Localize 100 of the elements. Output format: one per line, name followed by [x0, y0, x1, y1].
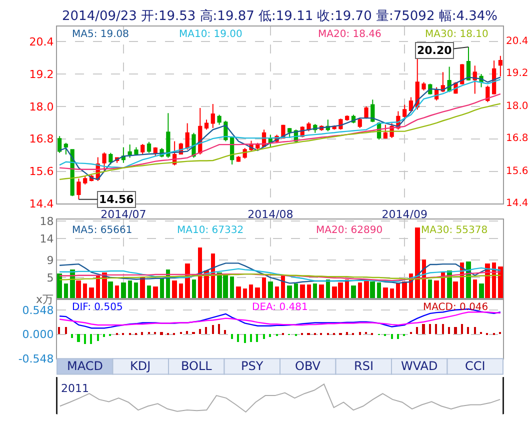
bar	[84, 334, 86, 344]
y-tick-label: 0.548	[22, 304, 54, 317]
candlestick	[217, 114, 222, 126]
bar	[415, 227, 420, 300]
y2-tick-label: 20.4	[506, 36, 528, 47]
y2-tick-label: 18.0	[506, 101, 528, 112]
annotation: 20.20	[417, 44, 452, 57]
y-tick-label: 14	[40, 232, 54, 246]
annotation: 14.56	[99, 193, 134, 206]
bar	[103, 334, 105, 338]
bar	[71, 334, 73, 338]
candlestick	[134, 146, 138, 156]
bar	[160, 278, 164, 300]
bar	[473, 279, 477, 300]
annotation: MACD	[67, 359, 103, 373]
y-tick-label: 16.8	[29, 132, 54, 146]
text: MA20: 62890	[316, 225, 383, 236]
candlestick	[64, 142, 68, 156]
bar	[134, 282, 138, 300]
y2-tick-label: 16.8	[506, 133, 528, 144]
bar	[268, 281, 273, 300]
y-tick-label: 5	[46, 271, 54, 284]
bar	[205, 327, 207, 334]
candlestick	[306, 122, 311, 132]
candlestick	[140, 144, 145, 156]
candlestick	[472, 65, 477, 94]
x-tick-label: 2014/09	[382, 208, 428, 221]
text: MA5: 65661	[72, 225, 132, 236]
bar	[498, 266, 503, 300]
bar	[319, 284, 324, 300]
bar	[186, 331, 188, 334]
candlestick	[408, 96, 414, 112]
bar	[294, 283, 298, 300]
bar	[244, 334, 246, 344]
line-series	[58, 93, 502, 170]
bar	[141, 332, 143, 336]
candlestick	[358, 118, 362, 129]
bar	[250, 334, 252, 342]
candlestick	[121, 146, 126, 164]
candlestick	[76, 178, 81, 200]
candlestick	[166, 112, 170, 158]
bar	[448, 327, 450, 334]
candlestick	[204, 119, 209, 130]
bar	[249, 284, 253, 300]
bar	[474, 327, 476, 334]
annotation: WVAD	[401, 359, 438, 373]
bar	[358, 282, 362, 300]
bar	[454, 327, 457, 334]
y-tick-label: 18	[40, 214, 54, 228]
bar	[256, 334, 258, 342]
bar	[453, 281, 458, 300]
series-label: DIF: 0.505	[72, 302, 123, 313]
line-series	[58, 267, 502, 282]
candlestick	[345, 114, 350, 122]
candlestick	[83, 176, 88, 186]
annotation: 2011	[61, 382, 89, 395]
line-series	[58, 103, 502, 180]
bar	[199, 329, 201, 334]
candlestick	[102, 152, 106, 172]
y-tick-label: 14.4	[29, 198, 54, 211]
candlestick	[422, 82, 426, 91]
bar	[263, 334, 265, 340]
bar	[461, 324, 463, 334]
bar	[300, 284, 305, 300]
annotation: CCI	[465, 359, 486, 373]
bar	[307, 284, 311, 300]
y-tick-label: 18.0	[29, 100, 54, 114]
annotation: OBV	[295, 359, 322, 373]
text: MA20: 18.46	[318, 29, 382, 40]
candlestick	[128, 144, 132, 158]
bar	[428, 279, 432, 300]
x-tick-label: 2014/08	[248, 208, 294, 221]
bar	[64, 283, 68, 300]
annotation: RSI	[354, 359, 374, 373]
text: MA30: 55378	[421, 225, 488, 236]
y-tick-label: 19.2	[29, 68, 54, 81]
candlestick	[383, 124, 388, 140]
bar	[377, 282, 381, 300]
bar	[77, 334, 80, 342]
bar	[115, 285, 119, 300]
bar	[313, 283, 317, 300]
bar	[435, 324, 437, 334]
bar	[287, 285, 292, 300]
bar	[429, 324, 431, 334]
y-tick-label: 9	[46, 254, 54, 268]
bar	[192, 279, 196, 300]
bar	[262, 277, 266, 300]
bar	[65, 327, 67, 334]
bar	[237, 334, 239, 342]
bar	[83, 283, 87, 300]
text: MA30: 18.10	[425, 29, 488, 40]
bar	[58, 327, 60, 334]
bar	[422, 324, 425, 334]
candlestick	[146, 141, 152, 154]
bar	[396, 283, 400, 300]
y-tick-label: 20.4	[29, 35, 54, 48]
bar	[212, 325, 214, 334]
bar	[160, 332, 163, 336]
text: MA5: 19.08	[72, 29, 130, 40]
bar	[198, 247, 202, 300]
